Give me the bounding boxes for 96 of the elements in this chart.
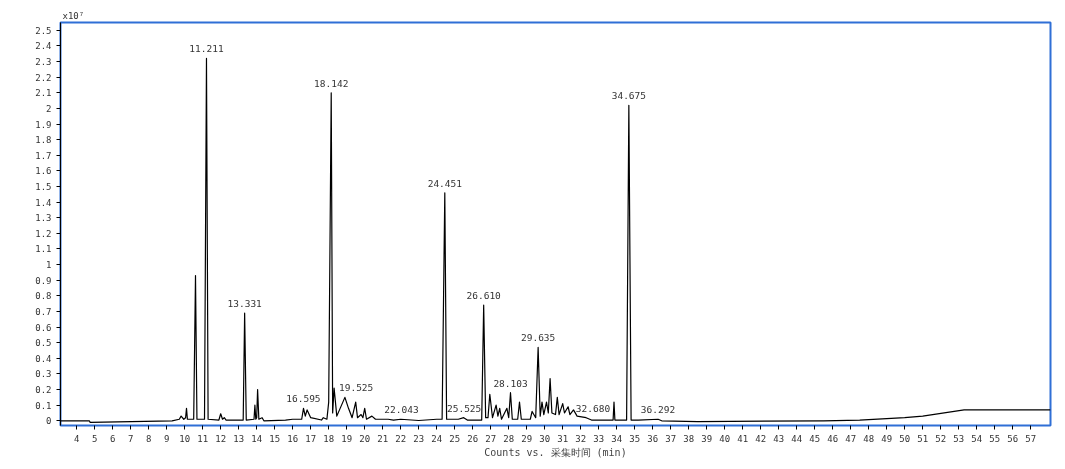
x-tick-label: 8: [145, 433, 152, 444]
x-axis-title: Counts vs. 采集时间 (min): [484, 446, 627, 458]
y-tick-label: 0.6: [35, 322, 52, 333]
x-tick-label: 38: [683, 433, 695, 444]
x-tick-label: 10: [179, 433, 191, 444]
y-tick-label: 1: [46, 260, 52, 271]
y-tick-label: 2: [46, 103, 52, 114]
x-tick-label: 30: [539, 433, 551, 444]
x-tick-label: 21: [377, 433, 389, 444]
x-tick-label: 29: [521, 433, 533, 444]
y-tick-label: 1.1: [35, 244, 52, 255]
x-tick-label: 47: [845, 433, 857, 444]
y-tick-label: 0.8: [35, 291, 52, 302]
x-tick-label: 51: [917, 433, 929, 444]
x-tick-label: 13: [233, 433, 245, 444]
y-tick-label: 1.7: [35, 150, 52, 161]
x-tick-label: 43: [773, 433, 785, 444]
x-tick-label: 57: [1025, 433, 1037, 444]
y-tick-label: 1.5: [35, 182, 52, 193]
x-tick-label: 32: [575, 433, 587, 444]
y-tick-label: 2.4: [35, 41, 52, 52]
annotation: 24.451: [427, 177, 463, 189]
x-tick-label: 40: [719, 433, 731, 444]
x-tick-label: 16: [287, 433, 299, 444]
annotation: 32.680: [575, 402, 611, 414]
annotation: 28.103: [493, 377, 528, 389]
annotation: 26.610: [466, 290, 502, 302]
y-tick-label: 1.8: [35, 135, 52, 146]
x-tick-label: 44: [791, 433, 803, 444]
x-tick-label: 41: [737, 433, 749, 444]
annotation: 19.525: [338, 382, 374, 394]
y-tick-label: 0.7: [35, 306, 52, 317]
x-tick-label: 15: [269, 433, 281, 444]
y-tick-label: 0.1: [35, 400, 52, 411]
annotation: 13.331: [227, 298, 263, 310]
x-tick-label: 22: [395, 433, 407, 444]
y-tick-label: 0.9: [35, 275, 52, 286]
annotation: 36.292: [640, 404, 676, 416]
y-tick-label: 1.9: [35, 119, 52, 130]
x-tick-label: 11: [197, 433, 209, 444]
x-tick-label: 50: [899, 433, 911, 444]
x-tick-label: 17: [305, 433, 317, 444]
x-tick-label: 33: [593, 433, 605, 444]
annotation: 25.525: [446, 402, 482, 414]
x-tick-label: 52: [935, 433, 947, 444]
x-tick-label: 56: [1007, 433, 1019, 444]
x-tick-label: 46: [827, 433, 839, 444]
x-tick-label: 45: [809, 433, 821, 444]
x-tick-label: 25: [449, 433, 461, 444]
x-tick-label: 34: [611, 433, 623, 444]
y-tick-label: 0.3: [35, 369, 52, 380]
x-tick-label: 12: [215, 433, 227, 444]
x-tick-label: 55: [989, 433, 1001, 444]
annotation: 16.595: [286, 393, 321, 405]
x-tick-label: 24: [431, 433, 443, 444]
annotation: 29.635: [520, 332, 556, 344]
x-tick-label: 9: [163, 433, 170, 444]
y-tick-label: 0: [46, 416, 52, 427]
x-tick-label: 19: [341, 433, 353, 444]
annotation: 18.142: [314, 77, 349, 89]
y-tick-label: 1.4: [35, 197, 52, 208]
annotation: 34.675: [611, 90, 647, 102]
annotation: 11.211: [189, 43, 224, 55]
annotation: 22.043: [384, 404, 419, 416]
x-tick-label: 18: [323, 433, 335, 444]
y-tick-label: 1.6: [35, 166, 52, 177]
x-tick-label: 35: [629, 433, 641, 444]
y-tick-label: 0.5: [35, 338, 52, 349]
x-tick-label: 53: [953, 433, 965, 444]
y-tick-label: 2.1: [35, 88, 52, 99]
x-tick-label: 20: [359, 433, 371, 444]
x-tick-label: 23: [413, 433, 425, 444]
y-tick-label: 1.2: [35, 228, 52, 239]
x-tick-label: 49: [881, 433, 893, 444]
x-tick-label: 5: [91, 433, 98, 444]
x-tick-label: 54: [971, 433, 983, 444]
x-tick-label: 7: [127, 433, 134, 444]
x-tick-label: 42: [755, 433, 767, 444]
x-tick-label: 6: [109, 433, 116, 444]
x-tick-label: 37: [665, 433, 677, 444]
x-tick-label: 27: [485, 433, 497, 444]
x-tick-label: 48: [863, 433, 875, 444]
x-tick-label: 31: [557, 433, 569, 444]
y-axis-title: x10⁷: [62, 10, 85, 21]
x-tick-label: 28: [503, 433, 515, 444]
x-tick-label: 36: [647, 433, 659, 444]
y-tick-label: 0.2: [35, 385, 52, 396]
y-tick-label: 0.4: [35, 353, 52, 364]
y-tick-label: 2.3: [35, 57, 52, 68]
x-tick-label: 26: [467, 433, 479, 444]
y-tick-label: 2.2: [35, 72, 52, 83]
x-tick-label: 4: [73, 433, 80, 444]
x-tick-label: 14: [251, 433, 263, 444]
x-tick-label: 39: [701, 433, 713, 444]
y-tick-label: 1.3: [35, 213, 52, 224]
y-tick-label: 2.5: [35, 25, 52, 36]
